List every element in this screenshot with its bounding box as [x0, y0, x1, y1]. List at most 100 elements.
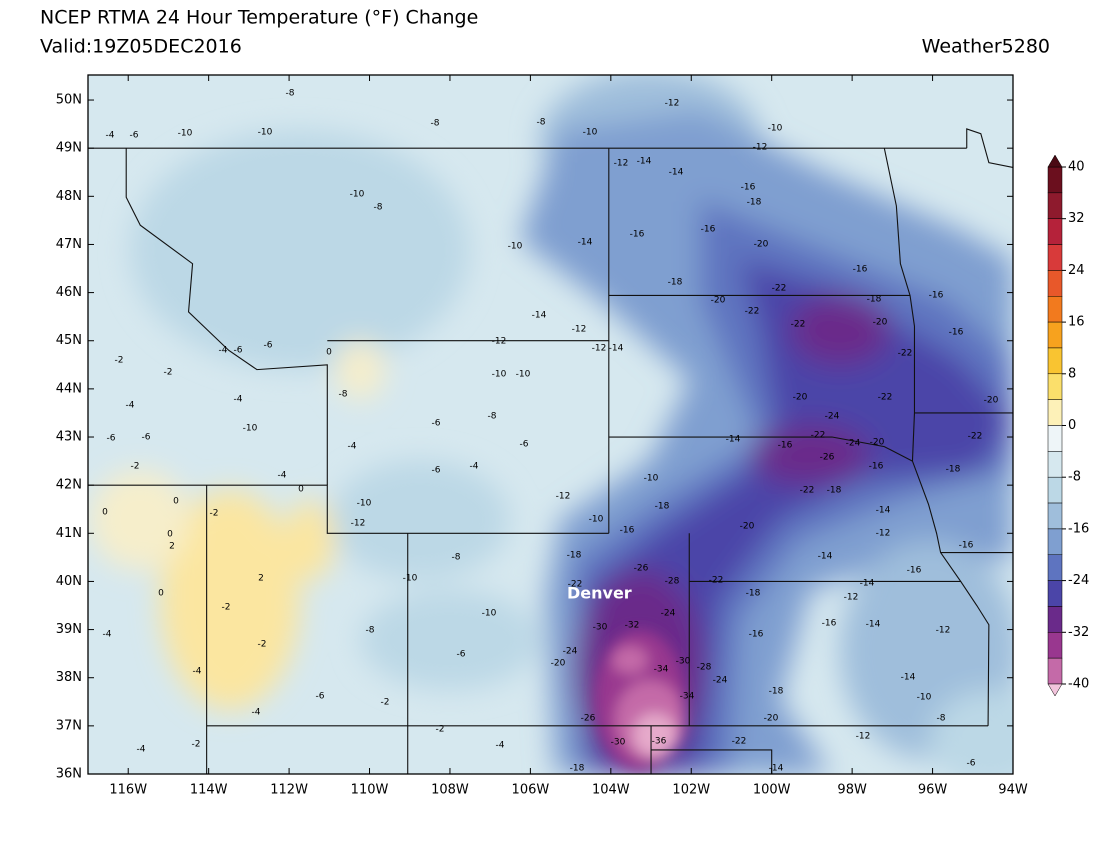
contour-label: -4 [278, 471, 287, 481]
contour-label: -4 [193, 667, 202, 677]
contour-label: -16 [929, 291, 944, 301]
contour-label: -2 [381, 698, 390, 708]
contour-label: -2 [258, 640, 267, 650]
contour-label: -8 [339, 390, 348, 400]
x-tick-label: 112W [270, 783, 308, 798]
state-border [966, 128, 1013, 168]
contour-label: -26 [581, 714, 596, 724]
contour-label: -18 [655, 502, 670, 512]
state-border [608, 436, 962, 582]
contour-label: -30 [611, 738, 626, 748]
contour-label: -10 [350, 190, 365, 200]
contour-label: -16 [949, 328, 964, 338]
city-label: Denver [567, 584, 632, 603]
colorbar-tick-label: -16 [1068, 521, 1089, 536]
contour-label: -18 [570, 764, 585, 774]
contour-label: -14 [669, 168, 684, 178]
y-tick-label: 37N [56, 718, 82, 733]
contour-label: -16 [741, 183, 756, 193]
state-border [883, 148, 911, 296]
contour-label: -2 [210, 509, 219, 519]
contour-label: 0 [298, 485, 304, 495]
contour-label: -22 [811, 431, 826, 441]
subtitle: Valid:19Z05DEC2016 [40, 36, 242, 58]
y-tick-label: 48N [56, 189, 82, 204]
contour-label: -8 [937, 714, 946, 724]
contour-label: 0 [326, 348, 332, 358]
contour-label: -12 [572, 325, 587, 335]
contour-label: -2 [164, 368, 173, 378]
contour-label: -6 [432, 466, 441, 476]
contour-label: -8 [366, 626, 375, 636]
contour-label: -10 [768, 124, 783, 134]
colorbar-bin [1047, 580, 1063, 607]
contour-label: -14 [876, 506, 891, 516]
contour-label: -10 [403, 574, 418, 584]
colorbar-bin [1047, 296, 1063, 323]
x-tick-label: 100W [753, 783, 791, 798]
contour-label: -6 [142, 433, 151, 443]
contour-label: -10 [178, 129, 193, 139]
contour-label: -10 [492, 370, 507, 380]
y-tick-label: 47N [56, 237, 82, 252]
contour-label: -10 [482, 609, 497, 619]
source: Weather5280 [922, 36, 1050, 58]
colorbar-bin [1047, 192, 1063, 219]
y-tick-label: 36N [56, 767, 82, 782]
contour-label: -12 [856, 732, 871, 742]
contour-label: -32 [625, 621, 640, 631]
contour-label: -12 [665, 99, 680, 109]
colorbar-tick-label: 40 [1068, 160, 1085, 175]
colorbar-bin [1047, 244, 1063, 271]
state-borders [88, 128, 1013, 774]
contour-label: -10 [243, 424, 258, 434]
temperature-field [88, 75, 1013, 774]
contour-label: -10 [589, 515, 604, 525]
colorbar-tick-label: -32 [1068, 625, 1089, 640]
contour-label: -8 [431, 119, 440, 129]
colorbar-bin [1047, 502, 1063, 530]
colorbar-bin [1047, 528, 1063, 556]
y-tick-label: 43N [56, 430, 82, 445]
contour-label: -4 [219, 346, 228, 356]
colorbar-tick-label: 16 [1068, 315, 1085, 330]
contour-label: -22 [898, 349, 913, 359]
contour-label: -14 [860, 579, 875, 589]
contour-label: -14 [818, 552, 833, 562]
contour-label: -20 [793, 393, 808, 403]
contour-label: -12 [614, 159, 629, 169]
contour-label: 2 [169, 542, 175, 552]
contour-label: -16 [630, 230, 645, 240]
contour-label: -22 [568, 580, 583, 590]
contour-label: -22 [968, 432, 983, 442]
contour-label: -24 [563, 647, 578, 657]
map-frame [87, 74, 1014, 775]
contour-label: -16 [778, 441, 793, 451]
contour-label: -6 [130, 131, 139, 141]
contour-label: -14 [726, 435, 741, 445]
colorbar-tick-label: 24 [1068, 263, 1085, 278]
x-tick-label: 94W [998, 783, 1028, 798]
contour-label: 2 [258, 574, 264, 584]
contour-label: -28 [665, 577, 680, 587]
contour-label: -2 [222, 603, 231, 613]
contour-label: -30 [676, 657, 691, 667]
contour-label: -20 [754, 240, 769, 250]
contour-label: -14 [532, 311, 547, 321]
contour-label: -14 [578, 238, 593, 248]
contour-label: -16 [620, 526, 635, 536]
contour-label: -24 [713, 676, 728, 686]
contour-label: -4 [126, 401, 135, 411]
contour-label: 0 [167, 530, 173, 540]
contour-label: -12 [844, 593, 859, 603]
contour-label: -14 [637, 157, 652, 167]
y-tick-label: 46N [56, 285, 82, 300]
contour-label: -10 [516, 370, 531, 380]
colorbar-bin [1047, 218, 1063, 245]
colorbar-bin [1047, 166, 1063, 194]
y-tick-label: 40N [56, 574, 82, 589]
contour-label: -18 [946, 465, 961, 475]
contour-label: -14 [609, 344, 624, 354]
contour-label: -18 [867, 295, 882, 305]
